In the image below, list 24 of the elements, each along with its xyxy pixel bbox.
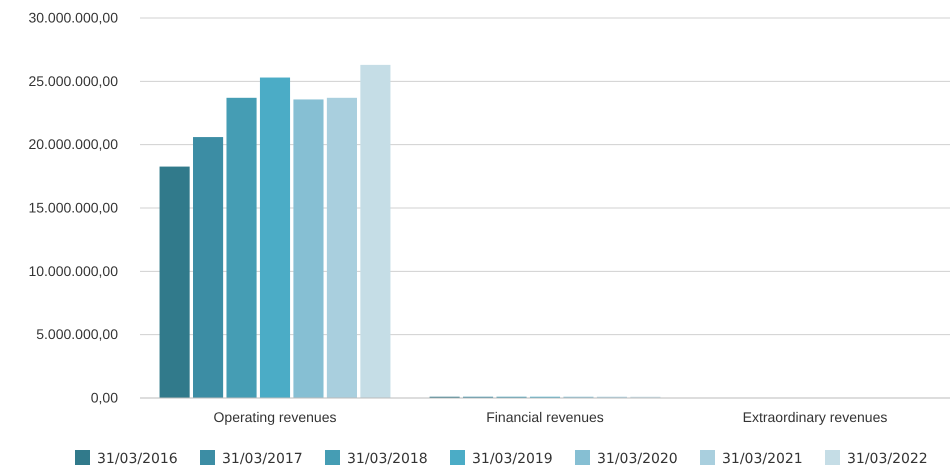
bar bbox=[226, 98, 257, 398]
y-tick-label: 30.000.000,00 bbox=[28, 9, 118, 26]
bar bbox=[160, 166, 190, 398]
bar bbox=[260, 78, 290, 398]
y-tick-label: 5.000.000,00 bbox=[36, 326, 118, 342]
x-tick-label: Operating revenues bbox=[214, 408, 336, 425]
legend-label: 31/03/2022 bbox=[847, 451, 928, 467]
y-tick-label: 10.000.000,00 bbox=[28, 262, 118, 279]
y-tick-label: 25.000.000,00 bbox=[28, 72, 118, 89]
y-tick-label: 0,00 bbox=[90, 389, 118, 406]
x-tick-label: Extraordinary revenues bbox=[742, 408, 888, 425]
legend-label: 31/03/2020 bbox=[597, 451, 678, 467]
y-tick-label: 20.000.000,00 bbox=[28, 136, 118, 152]
legend-label: 31/03/2018 bbox=[347, 451, 428, 467]
bar bbox=[326, 98, 357, 398]
legend-label: 31/03/2021 bbox=[722, 451, 803, 467]
legend-label: 31/03/2019 bbox=[472, 451, 553, 467]
y-tick-label: 15.000.000,00 bbox=[28, 199, 118, 216]
legend-label: 31/03/2016 bbox=[97, 451, 178, 467]
bar bbox=[360, 64, 390, 398]
legend-label: 31/03/2017 bbox=[222, 451, 303, 467]
bar bbox=[293, 99, 324, 398]
bar bbox=[193, 137, 224, 398]
x-tick-label: Financial revenues bbox=[486, 408, 604, 425]
